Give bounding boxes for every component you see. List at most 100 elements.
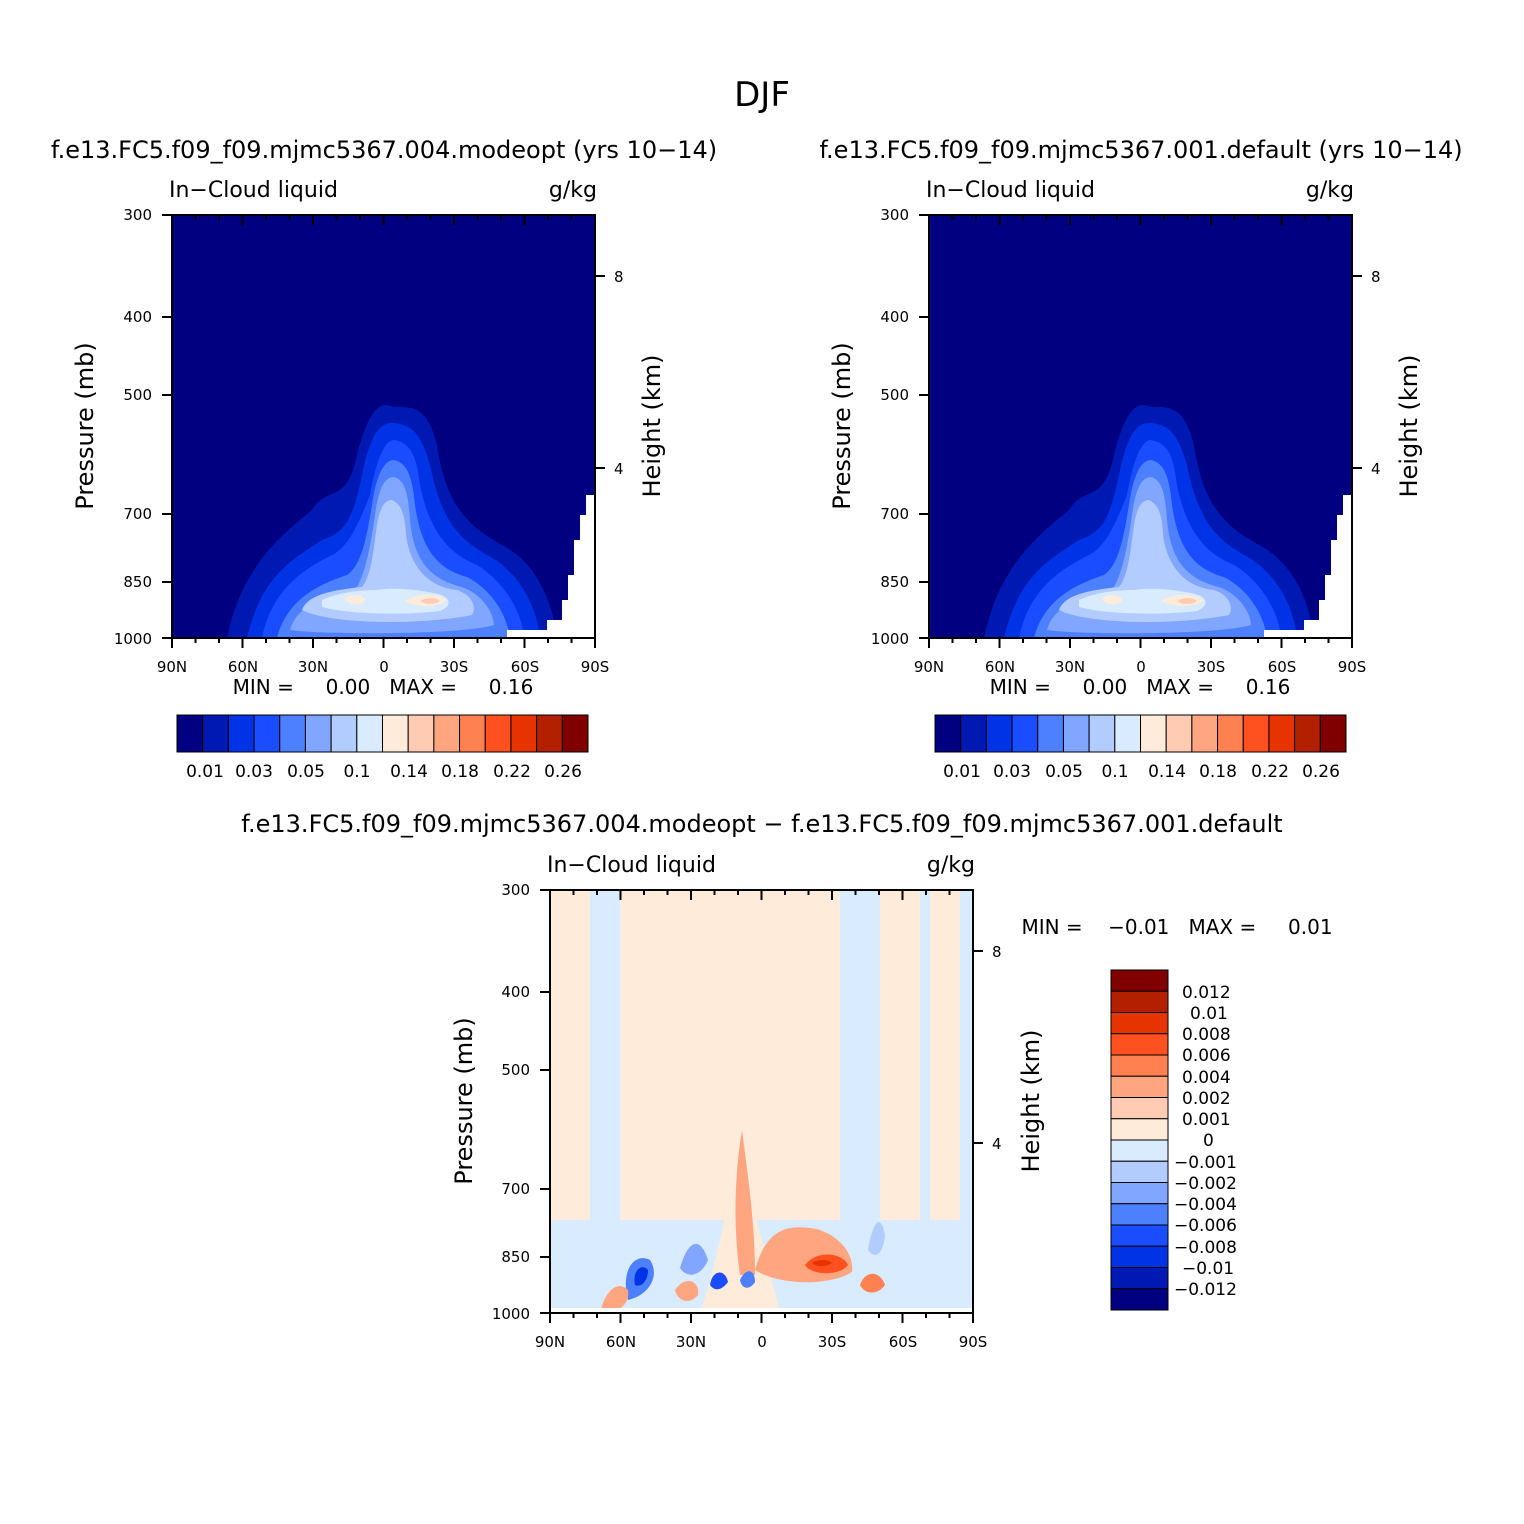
y-tick-label: 500 xyxy=(880,386,909,404)
colorbar-cell xyxy=(330,714,358,753)
panel-modeopt: f.e13.FC5.f09_f09.mjmc5367.004.modeopt (… xyxy=(51,136,717,782)
anomaly-region xyxy=(634,1267,648,1286)
y-axis-label: Pressure (mb) xyxy=(450,1017,478,1184)
y-axis-label: Pressure (mb) xyxy=(71,342,99,509)
x-tick-label: 30N xyxy=(1055,658,1085,676)
colorbar-cell xyxy=(1110,1182,1169,1205)
x-tick-label: 30S xyxy=(440,658,469,676)
units-label: g/kg xyxy=(927,853,975,878)
height-tick-label: 4 xyxy=(992,1135,1002,1153)
x-tick-label: 60S xyxy=(889,1333,918,1351)
y-axis-label-right: Height (km) xyxy=(1017,1030,1045,1173)
x-tick-label: 60S xyxy=(1268,658,1297,676)
positive-region xyxy=(730,890,840,1220)
colorbar-cell xyxy=(1191,714,1219,753)
colorbar-cell xyxy=(382,714,409,753)
x-tick-label: 60N xyxy=(228,658,258,676)
colorbar-cell xyxy=(1110,1267,1169,1290)
contour-region xyxy=(322,588,449,614)
y-tick-label: 850 xyxy=(123,573,152,591)
page-title: DJF xyxy=(734,75,790,115)
colorbar-label: 0.03 xyxy=(235,762,273,782)
colorbar-label: 0.01 xyxy=(1190,1004,1228,1024)
colorbar-cell xyxy=(1110,1245,1169,1268)
colorbar-cell xyxy=(1268,714,1296,753)
colorbar-cell xyxy=(1088,714,1116,753)
colorbar-label: −0.012 xyxy=(1174,1280,1237,1300)
y-tick-label: 500 xyxy=(123,386,152,404)
x-tick-label: 30N xyxy=(676,1333,706,1351)
colorbar-label: 0.01 xyxy=(186,762,224,782)
x-tick-label: 30S xyxy=(1197,658,1226,676)
y-tick-label: 1000 xyxy=(871,630,909,648)
y-tick-label: 400 xyxy=(123,308,152,326)
contour-region xyxy=(1101,595,1122,605)
y-axis-label: Pressure (mb) xyxy=(828,342,856,509)
contour-region xyxy=(302,500,474,622)
x-tick-label: 90S xyxy=(959,1333,988,1351)
height-tick-label: 8 xyxy=(614,268,624,286)
anomaly-region xyxy=(868,1222,885,1255)
colorbar-cell xyxy=(985,714,1013,753)
colorbar-label: 0.22 xyxy=(1251,762,1289,782)
colorbar-label: −0.004 xyxy=(1174,1195,1237,1215)
colorbar-cell xyxy=(1110,1054,1169,1077)
colorbar-cell xyxy=(1110,969,1169,992)
colorbar-cell xyxy=(484,714,512,753)
contour-region xyxy=(1059,500,1231,622)
height-tick-label: 4 xyxy=(1371,460,1381,478)
colorbar-cell xyxy=(202,714,229,753)
colorbar-label: 0.05 xyxy=(1045,762,1083,782)
colorbar-label: −0.002 xyxy=(1174,1174,1237,1194)
anomaly-region xyxy=(740,1271,755,1288)
y-tick-label: 300 xyxy=(880,206,909,224)
x-tick-label: 90N xyxy=(157,658,187,676)
y-tick-label: 700 xyxy=(501,1180,530,1198)
y-tick-label: 700 xyxy=(123,505,152,523)
colorbar-cell xyxy=(1110,1118,1169,1141)
min-max-label: MIN = 0.00 MAX = 0.16 xyxy=(990,675,1291,699)
colorbar-cell xyxy=(227,714,255,753)
colorbar-label: 0.26 xyxy=(1302,762,1340,782)
anomaly-region xyxy=(735,1130,755,1275)
positive-region xyxy=(930,890,960,1220)
colorbar-label: 0.22 xyxy=(493,762,531,782)
missing-data-region xyxy=(550,1308,973,1313)
contour-region xyxy=(344,595,365,605)
frame-ticks xyxy=(919,214,1362,648)
colorbar-label: −0.008 xyxy=(1174,1238,1237,1258)
y-tick-label: 850 xyxy=(880,573,909,591)
colorbar xyxy=(176,714,589,753)
colorbar-cell xyxy=(1011,714,1039,753)
field-name: In−Cloud liquid xyxy=(169,178,338,203)
colorbar-cell xyxy=(1062,714,1090,753)
contour-region xyxy=(1177,598,1197,604)
anomaly-region xyxy=(675,1280,699,1302)
anomaly-region xyxy=(600,1286,629,1313)
y-axis-label-right: Height (km) xyxy=(638,355,666,498)
x-tick-label: 90S xyxy=(1338,658,1367,676)
contour-region xyxy=(420,598,440,604)
field-name: In−Cloud liquid xyxy=(547,853,716,878)
colorbar-cell xyxy=(1037,714,1064,753)
colorbar-cell xyxy=(407,714,435,753)
units-label: g/kg xyxy=(1306,178,1354,203)
x-tick-label: 0 xyxy=(757,1333,767,1351)
colorbar-cell xyxy=(279,714,306,753)
colorbar-cell xyxy=(1217,714,1244,753)
anomaly-region xyxy=(680,1243,708,1275)
colorbar-cell xyxy=(356,714,383,753)
missing-data-region xyxy=(1264,495,1352,638)
colorbar-label: 0.05 xyxy=(287,762,325,782)
panel-title: f.e13.FC5.f09_f09.mjmc5367.004.modeopt (… xyxy=(51,136,717,164)
panel-difference: f.e13.FC5.f09_f09.mjmc5367.004.modeopt −… xyxy=(241,810,1332,1351)
y-tick-label: 400 xyxy=(880,308,909,326)
contour-field xyxy=(929,215,1352,638)
x-tick-label: 60N xyxy=(985,658,1015,676)
colorbar-label: −0.006 xyxy=(1174,1216,1237,1236)
colorbar-cell xyxy=(536,714,563,753)
x-tick-label: 60S xyxy=(511,658,540,676)
contour-region xyxy=(1079,588,1206,614)
colorbar-label: 0.012 xyxy=(1182,983,1231,1003)
